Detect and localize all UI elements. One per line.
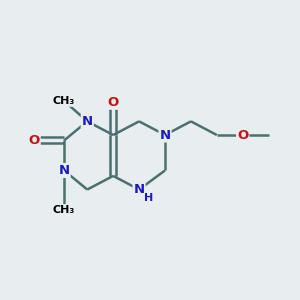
Text: N: N	[159, 128, 171, 142]
Text: N: N	[134, 183, 145, 196]
Text: N: N	[58, 164, 70, 177]
Text: O: O	[28, 134, 40, 147]
Text: CH₃: CH₃	[53, 96, 75, 106]
Text: O: O	[108, 96, 119, 109]
Text: O: O	[237, 128, 248, 142]
Text: N: N	[82, 115, 93, 128]
Text: H: H	[144, 193, 153, 203]
Text: CH₃: CH₃	[53, 205, 75, 215]
